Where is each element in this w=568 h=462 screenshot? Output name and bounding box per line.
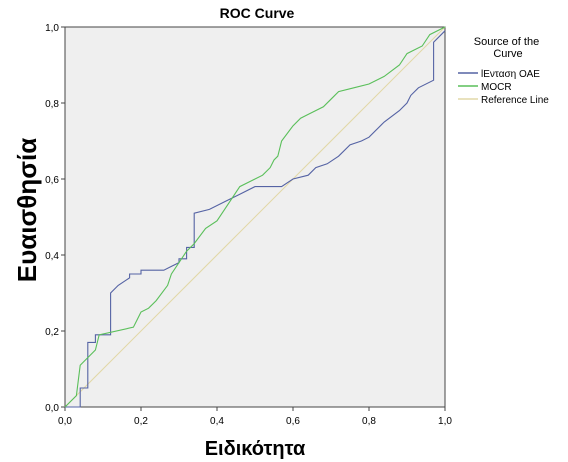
y-axis-label: Ευαισθησία bbox=[12, 138, 42, 282]
y-tick-label: 0,2 bbox=[45, 327, 59, 338]
series-line-reference-line bbox=[64, 26, 446, 408]
series-line-mocr bbox=[64, 26, 446, 408]
legend: Source of the Curve lΕνταση ΟΑΕ MOCR Refer… bbox=[458, 36, 549, 106]
y-tick-label: 0,4 bbox=[45, 251, 59, 262]
y-tick-label: 0,0 bbox=[45, 403, 59, 414]
y-tick-label: 0,8 bbox=[45, 99, 59, 110]
x-tick-label: 1,0 bbox=[438, 416, 452, 427]
plot-lines bbox=[64, 26, 446, 408]
legend-label: lΕνταση ΟΑΕ bbox=[481, 69, 540, 80]
legend-label: MOCR bbox=[481, 82, 512, 93]
x-tick-label: 0,2 bbox=[134, 416, 148, 427]
x-axis-label: Ειδικότητα bbox=[205, 438, 306, 460]
x-tick-label: 0,0 bbox=[58, 416, 72, 427]
legend-title-line-1: Source of the bbox=[474, 36, 539, 48]
legend-title-line-2: Curve bbox=[493, 48, 522, 60]
y-tick-label: 1,0 bbox=[45, 23, 59, 34]
legend-title: Source of the Curve bbox=[474, 36, 543, 60]
y-tick-label: 0,6 bbox=[45, 175, 59, 186]
x-tick-label: 0,6 bbox=[286, 416, 300, 427]
x-tick-label: 0,4 bbox=[210, 416, 224, 427]
series-line-l bbox=[65, 30, 446, 408]
legend-label: Reference Line bbox=[481, 95, 549, 106]
x-tick-label: 0,8 bbox=[362, 416, 376, 427]
legend-entries: lΕνταση ΟΑΕ MOCR Reference Line bbox=[458, 69, 549, 106]
chart-title: ROC Curve bbox=[220, 5, 295, 21]
axes: 0,0 0,2 0,4 0,6 0,8 1,0 0,0 0,2 0,4 0,6 0,8 1,0 bbox=[45, 23, 452, 427]
